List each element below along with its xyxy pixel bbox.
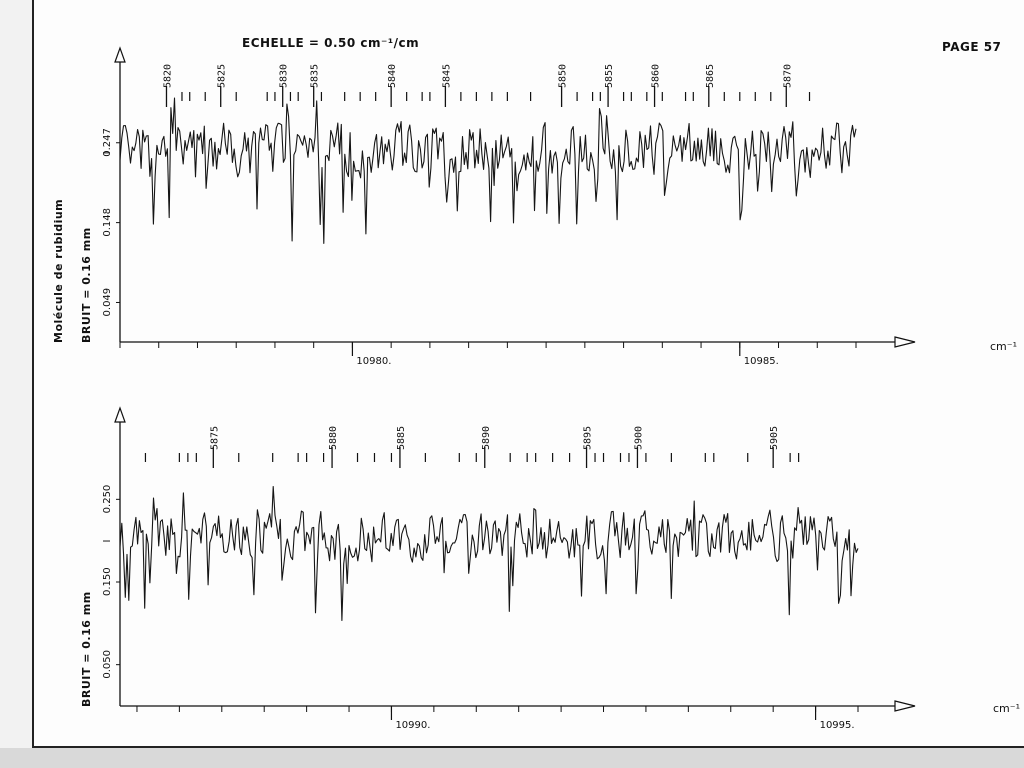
y-axis-arrow bbox=[114, 406, 126, 423]
line-marker-label: 5850 bbox=[558, 64, 569, 88]
line-marker-label: 5855 bbox=[604, 64, 615, 88]
line-marker-label: 5865 bbox=[705, 64, 716, 88]
y-axis-label: I bbox=[102, 540, 113, 543]
line-marker-label: 5820 bbox=[162, 64, 173, 88]
page-margin-bottom bbox=[0, 748, 1024, 768]
y-tick-label: 0.150 bbox=[102, 567, 113, 596]
y-tick-label: 0.247 bbox=[102, 128, 113, 157]
line-marker-label: 5835 bbox=[310, 64, 321, 88]
x-tick-label: 10990. bbox=[395, 720, 430, 731]
spectrum-trace bbox=[119, 485, 859, 622]
x-axis-arrow bbox=[894, 700, 916, 712]
x-tick-label: 10980. bbox=[356, 356, 391, 367]
line-marker-label: 5875 bbox=[209, 426, 220, 450]
x-unit-label: cm⁻¹ bbox=[990, 340, 1017, 353]
y-axis-label: I bbox=[102, 151, 113, 154]
line-marker-label: 5825 bbox=[217, 64, 228, 88]
y-tick-label: 0.049 bbox=[102, 288, 113, 317]
page-border-bottom bbox=[32, 746, 1024, 748]
x-axis-arrow bbox=[894, 336, 916, 348]
line-marker-label: 5860 bbox=[651, 64, 662, 88]
line-marker-label: 5895 bbox=[583, 426, 594, 450]
x-tick-label: 10995. bbox=[820, 720, 855, 731]
scale-label: ECHELLE = 0.50 cm⁻¹/cm bbox=[242, 36, 420, 50]
line-marker-label: 5885 bbox=[396, 426, 407, 450]
page-number: PAGE 57 bbox=[942, 40, 1002, 54]
y-tick-label: 0.148 bbox=[102, 208, 113, 237]
page-margin bbox=[0, 0, 32, 748]
spectrum-trace bbox=[119, 97, 857, 244]
y-tick-label: 0.050 bbox=[102, 650, 113, 679]
line-marker-label: 5880 bbox=[328, 426, 339, 450]
x-tick-label: 10985. bbox=[744, 356, 779, 367]
line-marker-label: 5830 bbox=[279, 64, 290, 88]
y-tick-label: 0.250 bbox=[102, 485, 113, 514]
line-marker-label: 5900 bbox=[633, 426, 644, 450]
line-marker-label: 5845 bbox=[441, 64, 452, 88]
line-marker-label: 5905 bbox=[769, 426, 780, 450]
line-marker-label: 5890 bbox=[481, 426, 492, 450]
line-marker-label: 5870 bbox=[782, 64, 793, 88]
page-border-left bbox=[32, 0, 34, 748]
y-axis-arrow bbox=[114, 46, 126, 63]
line-marker-label: 5840 bbox=[387, 64, 398, 88]
x-unit-label: cm⁻¹ bbox=[993, 702, 1020, 715]
